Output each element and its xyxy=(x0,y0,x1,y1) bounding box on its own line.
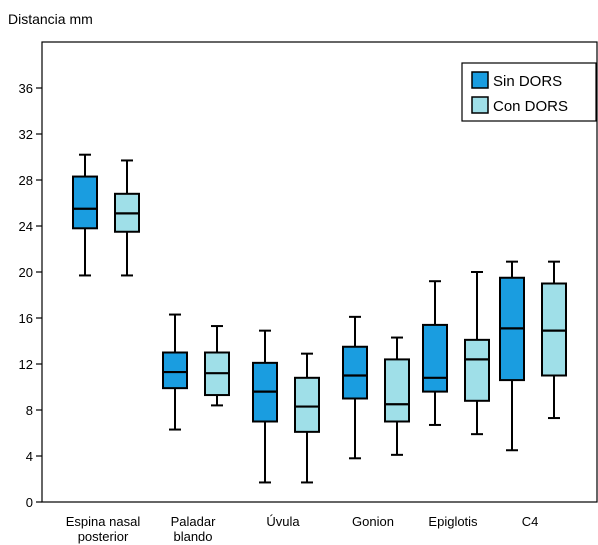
box-con-dors-3 xyxy=(384,336,410,456)
box-con-dors-2 xyxy=(294,352,320,484)
y-tick-label: 4 xyxy=(26,449,33,464)
y-axis-title: Distancia mm xyxy=(8,11,93,27)
category-label: Espina nasal xyxy=(66,514,141,529)
box-sin-dors-1 xyxy=(162,313,188,431)
box-sin-dors-5 xyxy=(499,260,525,452)
category-label: Gonion xyxy=(352,514,394,529)
box-iqr xyxy=(294,376,320,433)
box-sin-dors-2 xyxy=(252,329,278,484)
y-tick-label: 20 xyxy=(19,265,33,280)
y-tick-label: 36 xyxy=(19,81,33,96)
box-iqr xyxy=(541,282,567,377)
y-axis-ticks: 0 4 8 12 16 20 24 28 32 36 xyxy=(19,81,42,510)
y-tick-label: 8 xyxy=(26,403,33,418)
box-iqr xyxy=(342,345,368,400)
box-sin-dors-4 xyxy=(422,280,448,426)
y-tick-label: 32 xyxy=(19,127,33,142)
category-label: Paladar xyxy=(171,514,216,529)
box-con-dors-4 xyxy=(464,271,490,436)
box-groups xyxy=(72,153,567,484)
legend: Sin DORS Con DORS xyxy=(461,62,597,122)
category-label: Úvula xyxy=(266,514,300,529)
box-con-dors-1 xyxy=(204,325,230,407)
y-tick-label: 16 xyxy=(19,311,33,326)
y-tick-label: 12 xyxy=(19,357,33,372)
box-iqr xyxy=(384,358,410,423)
category-label: C4 xyxy=(522,514,539,529)
category-label: blando xyxy=(173,529,212,544)
box-iqr xyxy=(464,338,490,402)
category-label: Epiglotis xyxy=(428,514,478,529)
category-label: posterior xyxy=(78,529,129,544)
legend-label-con-dors: Con DORS xyxy=(493,98,568,115)
box-sin-dors-3 xyxy=(342,315,368,460)
box-sin-dors-0 xyxy=(72,153,98,277)
legend-swatch-con-dors xyxy=(471,96,489,114)
box-iqr xyxy=(72,175,98,230)
legend-label-sin-dors: Sin DORS xyxy=(493,73,562,90)
box-iqr xyxy=(162,351,188,390)
y-tick-label: 28 xyxy=(19,173,33,188)
legend-swatch-sin-dors xyxy=(471,71,489,89)
y-tick-label: 24 xyxy=(19,219,33,234)
y-tick-label: 0 xyxy=(26,495,33,510)
box-con-dors-0 xyxy=(114,159,140,277)
box-con-dors-5 xyxy=(541,260,567,420)
box-iqr xyxy=(422,323,448,393)
